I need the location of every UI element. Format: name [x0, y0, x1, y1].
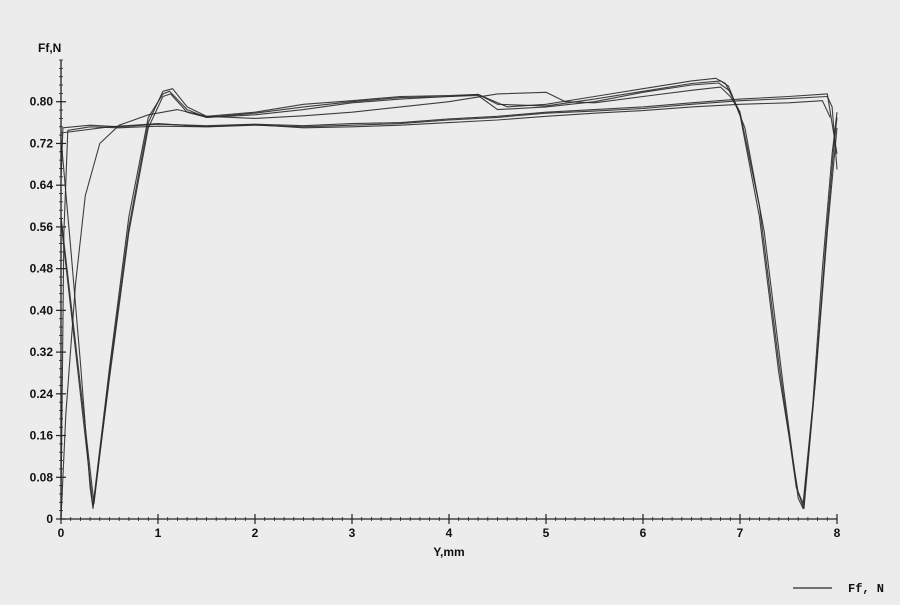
y-tick-label: 0.48	[30, 262, 54, 276]
y-tick-label: 0.64	[30, 178, 54, 192]
x-tick-label: 5	[543, 526, 550, 540]
x-axis-title: Y,mm	[433, 545, 464, 559]
y-axis-title: Ff,N	[38, 41, 61, 55]
y-tick-label: 0.56	[30, 220, 54, 234]
x-tick-label: 1	[155, 526, 162, 540]
y-tick-label: 0.16	[30, 429, 54, 443]
series-line-4	[60, 82, 838, 510]
x-tick-label: 8	[834, 526, 841, 540]
axes: 0 0.08 0.16 0.24 0.32 0.40 0.48 0.56 0.64 0.72 0.8…	[30, 59, 841, 540]
y-tick-label: 0.40	[30, 303, 54, 317]
x-tick-label: 0	[58, 526, 65, 540]
y-tick-label: 0.72	[30, 136, 54, 150]
x-tick-label: 7	[737, 526, 744, 540]
y-tick-label: 0.80	[30, 95, 54, 109]
series-line-7	[60, 100, 831, 134]
y-tick-label: 0.08	[30, 470, 54, 484]
legend: Ff, N	[793, 582, 884, 596]
y-tick-label: 0	[46, 512, 53, 526]
y-tick-label: 0.24	[30, 387, 54, 401]
x-tick-label: 3	[349, 526, 356, 540]
x-tick-label: 4	[446, 526, 453, 540]
y-tick-label: 0.32	[30, 345, 54, 359]
series-line-3	[60, 80, 838, 510]
series-line-1	[60, 95, 838, 504]
series-line-5	[60, 93, 838, 181]
series-line-6	[60, 86, 741, 520]
series-line-2	[60, 77, 838, 504]
x-tick-label: 2	[252, 526, 259, 540]
x-tick-label: 6	[640, 526, 647, 540]
series-layer	[60, 77, 838, 520]
legend-label: Ff, N	[848, 582, 884, 596]
